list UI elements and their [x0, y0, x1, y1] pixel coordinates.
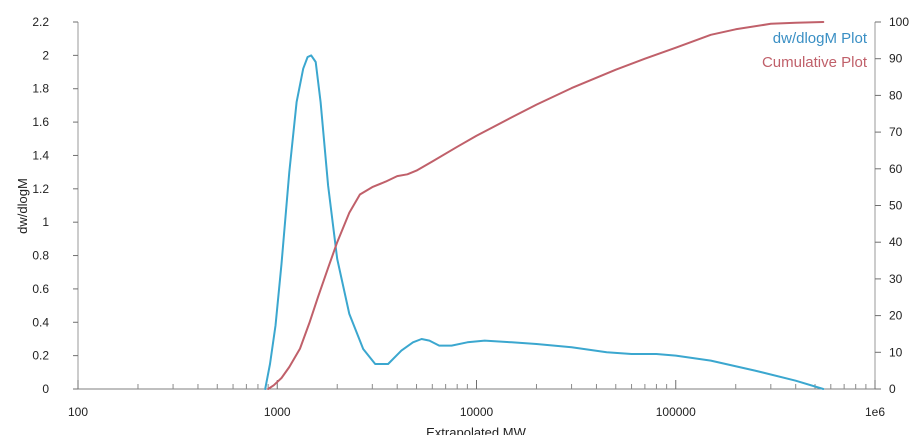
x-ticks: 100 1000 10000 100000 1e6	[68, 380, 885, 419]
y-tick-label: 1.2	[32, 182, 49, 196]
y2-tick-label: 70	[889, 125, 903, 139]
x-tick-label: 100000	[656, 405, 696, 419]
series-layer	[264, 21, 825, 390]
y2-tick-label: 20	[889, 309, 903, 323]
legend-label-cumulative: Cumulative Plot	[762, 54, 868, 71]
x-tick-label: 100	[68, 405, 88, 419]
y2-tick-label: 100	[889, 15, 909, 29]
y2-tick-label: 40	[889, 235, 903, 249]
cumulative-series-line	[267, 21, 825, 390]
y2-tick-label: 30	[889, 272, 903, 286]
x-axis-title: Extrapolated MW	[426, 425, 526, 435]
legend-label-dwdlogm: dw/dlogM Plot	[773, 30, 868, 47]
y-tick-label: 0.8	[32, 249, 49, 263]
y2-tick-label: 50	[889, 199, 903, 213]
y2-tick-label: 80	[889, 88, 903, 102]
y-tick-label: 1.8	[32, 82, 49, 96]
x-tick-label: 10000	[460, 405, 494, 419]
x-tick-label: 1e6	[865, 405, 885, 419]
y-tick-label: 0.2	[32, 349, 49, 363]
x-tick-label: 1000	[264, 405, 291, 419]
y-tick-label: 1.6	[32, 115, 49, 129]
y-ticks: 0 0.2 0.4 0.6 0.8 1 1.2 1.4 1.6 1.8 2 2.2	[32, 15, 78, 396]
y2-tick-label: 90	[889, 52, 903, 66]
y2-tick-label: 0	[889, 382, 896, 396]
y-tick-label: 0	[42, 382, 49, 396]
y2-tick-label: 10	[889, 345, 903, 359]
y-tick-label: 2	[42, 48, 49, 62]
y-tick-label: 0.4	[32, 315, 49, 329]
y-tick-label: 1.4	[32, 148, 49, 162]
legend: dw/dlogM Plot Cumulative Plot	[762, 30, 868, 71]
y-tick-label: 2.2	[32, 15, 49, 29]
y-tick-label: 0.6	[32, 282, 49, 296]
x-minor-ticks	[137, 384, 867, 389]
y2-ticks: 0 10 20 30 40 50 60 70 80 90 100	[875, 15, 909, 396]
y-axis-title: dw/dlogM	[15, 178, 30, 234]
y2-tick-label: 60	[889, 162, 903, 176]
dwdlogm-series-line	[264, 54, 825, 390]
y-tick-label: 1	[42, 215, 49, 229]
